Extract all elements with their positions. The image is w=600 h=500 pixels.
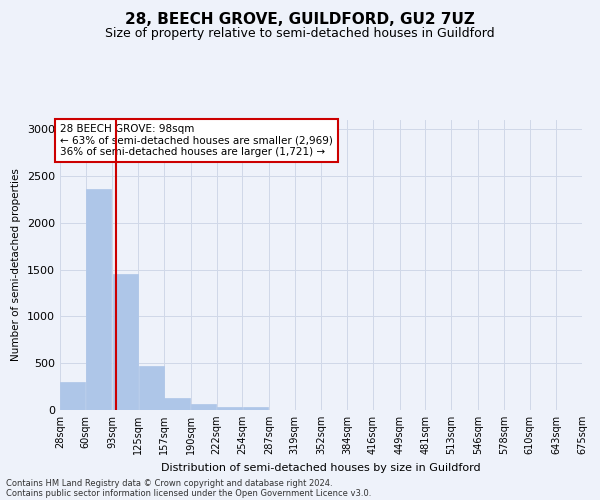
Bar: [113, 274, 138, 410]
Text: Contains HM Land Registry data © Crown copyright and database right 2024.: Contains HM Land Registry data © Crown c…: [6, 478, 332, 488]
Text: Size of property relative to semi-detached houses in Guildford: Size of property relative to semi-detach…: [105, 28, 495, 40]
Bar: [61, 382, 85, 410]
X-axis label: Distribution of semi-detached houses by size in Guildford: Distribution of semi-detached houses by …: [161, 462, 481, 472]
Bar: [242, 406, 268, 410]
Text: Contains public sector information licensed under the Open Government Licence v3: Contains public sector information licen…: [6, 488, 371, 498]
Bar: [139, 366, 164, 410]
Bar: [217, 406, 242, 410]
Bar: [191, 404, 216, 410]
Text: 28, BEECH GROVE, GUILDFORD, GU2 7UZ: 28, BEECH GROVE, GUILDFORD, GU2 7UZ: [125, 12, 475, 28]
Bar: [164, 398, 190, 410]
Bar: [86, 189, 112, 410]
Text: 28 BEECH GROVE: 98sqm
← 63% of semi-detached houses are smaller (2,969)
36% of s: 28 BEECH GROVE: 98sqm ← 63% of semi-deta…: [60, 124, 333, 157]
Y-axis label: Number of semi-detached properties: Number of semi-detached properties: [11, 168, 22, 362]
